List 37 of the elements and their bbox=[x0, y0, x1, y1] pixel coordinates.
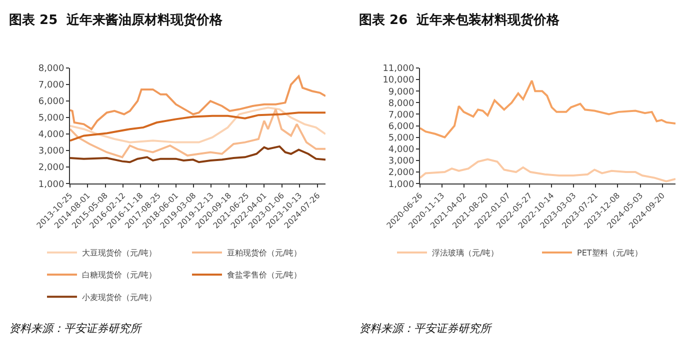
legend-label: 浮法玻璃（元/吨） bbox=[432, 248, 499, 258]
line-series bbox=[70, 112, 326, 142]
y-tick-label: 7,000 bbox=[388, 110, 414, 120]
chart-title: 图表 25 近年来酱油原材料现货价格 bbox=[9, 12, 224, 28]
y-tick-label: 5,000 bbox=[388, 134, 414, 144]
y-tick-label: 8,000 bbox=[388, 98, 414, 109]
y-tick-label: 10,000 bbox=[382, 76, 414, 86]
line-series bbox=[70, 75, 326, 130]
legend-label: 小麦现货价（元/吨） bbox=[82, 292, 157, 302]
legend-label: 白糖现货价（元/吨） bbox=[82, 270, 157, 280]
y-tick-label: 4,000 bbox=[38, 130, 64, 140]
y-tick-label: 7,000 bbox=[38, 80, 64, 91]
y-tick-label: 9,000 bbox=[388, 87, 414, 98]
text: 资料来源：平安证券研究所 bbox=[9, 322, 143, 335]
y-tick-label: 5,000 bbox=[38, 114, 64, 124]
line-series bbox=[70, 106, 326, 144]
chart-title: 图表 26 近年来包装材料现货价格 bbox=[359, 12, 561, 28]
legend-label: PET塑料（元/吨） bbox=[577, 248, 642, 258]
y-tick-label: 6,000 bbox=[38, 97, 64, 108]
y-tick-label: 3,000 bbox=[388, 156, 414, 167]
line-series bbox=[420, 158, 676, 182]
y-tick-label: 3,000 bbox=[38, 146, 64, 157]
y-tick-label: 4,000 bbox=[388, 145, 414, 156]
legend-label: 豆粕现货价（元/吨） bbox=[227, 248, 302, 258]
legend-label: 食盐零售价（元/吨） bbox=[227, 270, 302, 280]
y-tick-label: 2,000 bbox=[388, 168, 414, 178]
text: 资料来源：平安证券研究所 bbox=[359, 322, 493, 335]
line-series bbox=[70, 108, 326, 158]
y-tick-label: 6,000 bbox=[388, 122, 414, 132]
y-tick-label: 8,000 bbox=[38, 64, 64, 74]
line-series bbox=[70, 145, 326, 164]
y-tick-label: 2,000 bbox=[38, 163, 64, 174]
line-series bbox=[420, 80, 676, 138]
y-tick-label: 11,000 bbox=[382, 64, 414, 74]
y-tick-label: 1,000 bbox=[38, 180, 64, 190]
legend-label: 大豆现货价（元/吨） bbox=[82, 248, 157, 258]
y-tick-label: 1,000 bbox=[388, 180, 414, 190]
